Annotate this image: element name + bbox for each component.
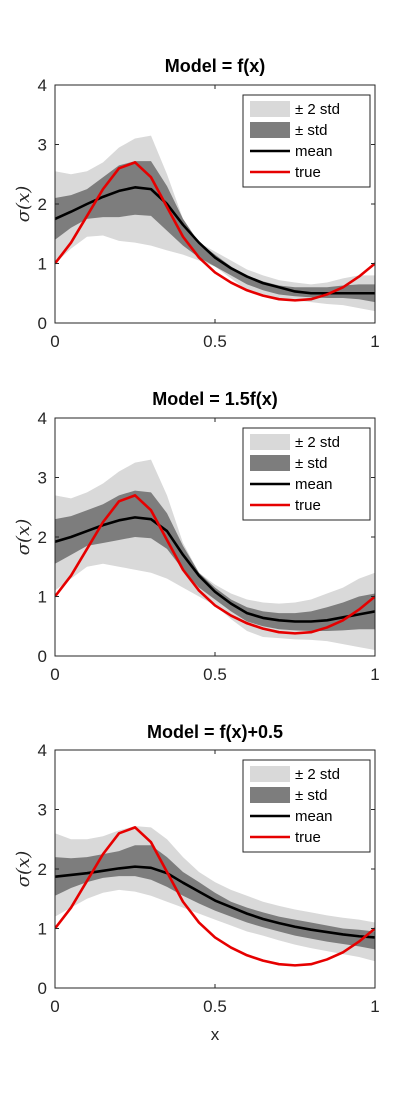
y-axis-label: σ(x): [13, 519, 34, 555]
true-line: [55, 494, 375, 635]
band-1std: [55, 845, 375, 950]
legend: ± 2 std ± std mean true: [242, 427, 371, 521]
legend-swatch-2std: [250, 434, 290, 450]
x-tick-label: 0: [50, 997, 59, 1016]
mean-line: [55, 516, 375, 623]
chart-title: Model = 1.5f(x): [152, 389, 278, 409]
legend-swatch-1std: [250, 787, 290, 803]
true-line: [55, 826, 375, 967]
x-tick-label: 0.5: [203, 997, 227, 1016]
legend-swatch-2std: [250, 766, 290, 782]
y-axis-label: σ(x): [13, 186, 34, 222]
legend-label: ± 2 std: [295, 766, 340, 783]
chart-title: Model = f(x): [165, 56, 266, 76]
legend-label: mean: [295, 476, 333, 493]
chart-panel-1: 0 1 2 3 4 0 0.5 1 Model = f(x) σ(x) ± 2 std ± std me…: [13, 56, 380, 351]
x-tick-label: 1: [370, 665, 379, 684]
legend-label: ± std: [295, 455, 327, 472]
band-1std: [55, 161, 375, 303]
legend-swatch-1std: [250, 122, 290, 138]
chart-title: Model = f(x)+0.5: [147, 722, 283, 742]
legend-label: true: [295, 497, 321, 514]
legend-label: ± 2 std: [295, 101, 340, 118]
legend-label: mean: [295, 143, 333, 160]
true-line: [55, 161, 375, 302]
y-tick-label: 1: [38, 920, 47, 939]
legend-label: true: [295, 829, 321, 846]
legend-label: ± 2 std: [295, 434, 340, 451]
x-tick-label: 0: [50, 665, 59, 684]
y-tick-label: 4: [38, 741, 47, 760]
x-tick-label: 0.5: [203, 332, 227, 351]
y-tick-label: 0: [38, 979, 47, 998]
legend-label: mean: [295, 808, 333, 825]
y-tick-label: 0: [38, 647, 47, 666]
y-tick-label: 3: [38, 801, 47, 820]
y-tick-label: 1: [38, 588, 47, 607]
y-tick-label: 4: [38, 409, 47, 428]
y-tick-label: 3: [38, 136, 47, 155]
y-tick-label: 1: [38, 255, 47, 274]
band-1std: [55, 490, 375, 632]
x-tick-label: 1: [370, 997, 379, 1016]
y-tick-label: 4: [38, 76, 47, 95]
x-tick-label: 0.5: [203, 665, 227, 684]
mean-line: [55, 865, 375, 939]
legend: ± 2 std ± std mean true: [242, 759, 371, 853]
y-axis-label: σ(x): [13, 851, 34, 887]
x-tick-label: 0: [50, 332, 59, 351]
y-tick-label: 3: [38, 469, 47, 488]
chart-panel-2: 0 1 2 3 4 0 0.5 1 Model = 1.5f(x) σ(x) ± 2 std ± st…: [13, 389, 380, 684]
legend-swatch-2std: [250, 101, 290, 117]
mean-line: [55, 186, 375, 295]
legend-label: true: [295, 164, 321, 181]
legend-swatch-1std: [250, 455, 290, 471]
y-tick-label: 2: [38, 195, 47, 214]
x-axis-label: x: [211, 1025, 220, 1044]
y-tick-label: 0: [38, 314, 47, 333]
legend-label: ± std: [295, 122, 327, 139]
y-tick-label: 2: [38, 528, 47, 547]
x-tick-label: 1: [370, 332, 379, 351]
legend-label: ± std: [295, 787, 327, 804]
y-tick-label: 2: [38, 860, 47, 879]
legend: ± 2 std ± std mean true: [242, 94, 371, 188]
